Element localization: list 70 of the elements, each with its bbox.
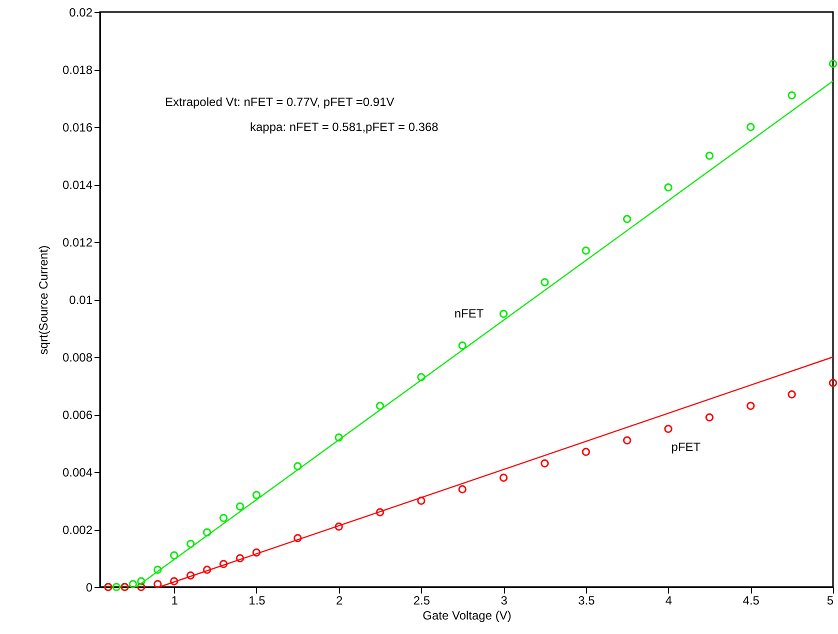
point [137, 582, 146, 592]
point [582, 448, 590, 456]
y-tick-label: 0.014 [62, 178, 93, 192]
x-tick-label: 3 [500, 594, 508, 608]
y-tick-label: 0.012 [62, 236, 93, 250]
point [417, 496, 426, 505]
y-tick-label: 0.008 [62, 350, 93, 364]
point [252, 490, 261, 500]
point [705, 152, 714, 160]
point [788, 390, 796, 398]
annotation: Extrapoled Vt: nFET = 0.77V, pFET =0.91V [165, 95, 394, 109]
point [219, 560, 228, 568]
y-tick-label: 0 [86, 580, 93, 594]
point [582, 246, 590, 255]
point [458, 341, 466, 350]
y-tick-label: 0.01 [69, 293, 93, 307]
point [417, 373, 426, 382]
point [376, 508, 384, 516]
x-tick-label: 3.5 [578, 594, 596, 608]
point [664, 183, 672, 192]
point [219, 514, 228, 522]
y-tick-label: 0.02 [69, 6, 93, 20]
point [170, 551, 178, 560]
point [186, 540, 195, 548]
x-tick-label: 5 [826, 594, 834, 608]
y-tick-label: 0.004 [62, 466, 93, 480]
point [540, 278, 549, 286]
point [252, 548, 261, 557]
point [170, 577, 178, 586]
point [376, 402, 384, 410]
y-tick-label: 0.016 [62, 120, 93, 134]
x-tick-label: 1 [171, 594, 178, 608]
x-axis-title: Gate Voltage (V) [422, 608, 512, 622]
point [236, 502, 244, 511]
point [334, 433, 343, 442]
point [137, 577, 146, 586]
y-tick-label: 0.006 [62, 408, 93, 422]
point [294, 462, 302, 470]
point [334, 522, 343, 531]
x-tick-label: 4 [665, 594, 672, 608]
point [236, 554, 244, 562]
point [154, 566, 162, 574]
point [499, 474, 508, 482]
point [622, 436, 632, 444]
point [746, 122, 755, 132]
y-tick-label: 0.018 [62, 63, 93, 77]
x-tick-label: 1.5 [248, 594, 266, 608]
annotation: kappa: nFET = 0.581,pFET = 0.368 [250, 120, 439, 134]
point [112, 582, 121, 592]
point [705, 413, 714, 422]
point [788, 91, 796, 100]
y-axis-title: sqrt(Source Current) [36, 245, 50, 355]
point [540, 459, 549, 468]
x-tick-label: 4.5 [742, 594, 760, 608]
point [294, 534, 302, 542]
point [828, 378, 838, 387]
point [828, 60, 838, 68]
point [202, 566, 212, 574]
point [186, 571, 195, 580]
point [499, 310, 508, 318]
series-label: nFET [454, 306, 484, 320]
y-tick-label: 0.002 [62, 523, 93, 537]
point [664, 424, 672, 433]
point [622, 214, 632, 224]
series-label: pFET [671, 440, 702, 454]
x-tick-label: 2 [336, 594, 343, 608]
point [458, 485, 466, 494]
x-tick-label: 2.5 [413, 594, 430, 608]
point [746, 402, 755, 410]
point [202, 528, 212, 536]
